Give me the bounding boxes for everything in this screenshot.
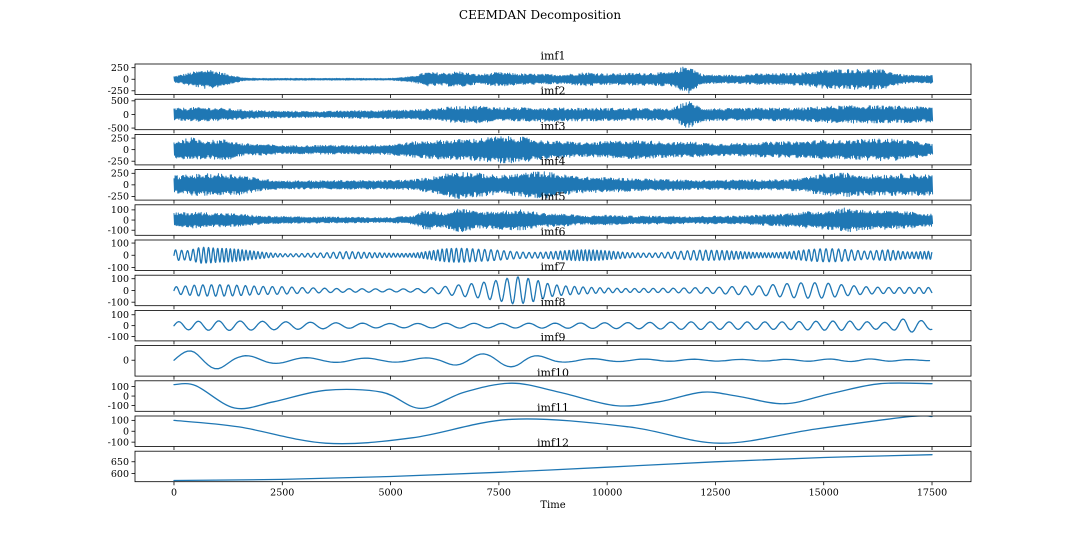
x-tick-label: 15000 xyxy=(809,488,839,499)
figure-title: CEEMDAN Decomposition xyxy=(459,8,621,22)
series-imf11 xyxy=(173,416,933,445)
panel-title-imf7: imf7 xyxy=(540,261,565,274)
y-tick-label-imf7: 100 xyxy=(111,274,129,285)
y-tick-label-imf2: -500 xyxy=(108,123,129,134)
series-imf6 xyxy=(173,246,933,264)
x-tick-label: 10000 xyxy=(592,488,622,499)
y-tick-label-imf11: 100 xyxy=(111,416,129,427)
y-tick-label-imf6: 0 xyxy=(123,251,129,262)
y-tick-label-imf1: -250 xyxy=(108,86,129,97)
panel-title-imf10: imf10 xyxy=(537,366,569,379)
y-tick-label-imf9: 0 xyxy=(123,356,129,367)
y-tick-label-imf2: 500 xyxy=(111,96,129,107)
panel-title-imf8: imf8 xyxy=(540,296,565,309)
x-axis-label: Time xyxy=(540,500,565,511)
y-tick-label-imf3: -250 xyxy=(108,157,129,168)
panel-title-imf1: imf1 xyxy=(540,50,565,63)
panel-title-imf6: imf6 xyxy=(540,226,565,239)
series-imf7 xyxy=(173,276,933,305)
panel-title-imf11: imf11 xyxy=(537,402,569,415)
y-tick-label-imf1: 250 xyxy=(111,63,129,74)
y-tick-label-imf11: -100 xyxy=(108,437,129,448)
y-tick-label-imf8: 100 xyxy=(111,310,129,321)
axes-frame-imf12 xyxy=(134,450,972,483)
series-imf10 xyxy=(173,382,933,410)
y-tick-label-imf8: -100 xyxy=(108,332,129,343)
y-tick-label-imf8: 0 xyxy=(123,321,129,332)
y-tick-label-imf1: 0 xyxy=(123,75,129,86)
series-imf1 xyxy=(173,66,934,94)
series-imf5 xyxy=(173,207,934,233)
y-tick-label-imf6: -100 xyxy=(108,263,129,274)
y-tick-label-imf2: 0 xyxy=(123,110,129,121)
panel-imf5: 1000-100 imf5 xyxy=(108,190,972,239)
series-imf8 xyxy=(173,318,933,333)
panel-title-imf12: imf12 xyxy=(537,437,569,450)
x-tick-label: 2500 xyxy=(270,488,294,499)
y-tick-label-imf5: -100 xyxy=(108,226,129,237)
y-tick-label-imf12: 650 xyxy=(111,457,129,468)
panel-imf1: 2500-250 imf1 xyxy=(108,50,972,98)
panel-imf3: 2500-250 imf3 xyxy=(108,120,972,169)
x-axis: Time 0 2500 5000 7500 10000 12500 15000 17500 xyxy=(171,488,947,511)
y-tick-label-imf5: 0 xyxy=(123,215,129,226)
x-tick-label: 17500 xyxy=(917,488,947,499)
panels-group: 2500-250imf15000-500imf22500-250imf32500… xyxy=(108,50,972,486)
panel-title-imf5: imf5 xyxy=(540,190,565,203)
panel-title-imf3: imf3 xyxy=(540,120,565,133)
y-tick-label-imf11: 0 xyxy=(123,427,129,438)
y-tick-label-imf4: 0 xyxy=(123,180,129,191)
y-tick-label-imf10: 100 xyxy=(111,382,129,393)
x-tick-label: 12500 xyxy=(700,488,730,499)
y-tick-label-imf10: 0 xyxy=(123,391,129,402)
y-tick-label-imf3: 250 xyxy=(111,133,129,144)
panel-title-imf2: imf2 xyxy=(540,85,565,98)
y-tick-label-imf6: 100 xyxy=(111,238,129,249)
y-tick-label-imf4: -250 xyxy=(108,192,129,203)
y-tick-label-imf10: -100 xyxy=(108,401,129,412)
x-tick-label: 5000 xyxy=(378,488,402,499)
y-tick-label-imf7: 0 xyxy=(123,286,129,297)
y-tick-label-imf3: 0 xyxy=(123,145,129,156)
panel-imf9: 0 imf9 xyxy=(123,331,972,380)
x-tick-label: 7500 xyxy=(487,488,511,499)
series-imf9 xyxy=(173,350,931,370)
axes-frame-imf9 xyxy=(134,345,972,377)
y-tick-label-imf4: 250 xyxy=(111,169,129,180)
series-imf3 xyxy=(173,136,934,164)
panel-title-imf9: imf9 xyxy=(540,331,565,344)
series-imf12 xyxy=(173,454,933,482)
series-imf2 xyxy=(173,101,934,128)
panel-imf2: 500 0 -500 imf2 xyxy=(108,85,972,134)
y-tick-label-imf5: 100 xyxy=(111,205,129,216)
x-tick-label: 0 xyxy=(171,488,177,499)
panel-title-imf4: imf4 xyxy=(540,155,565,168)
y-tick-label-imf7: -100 xyxy=(108,297,129,308)
panel-imf10: 1000-100 imf10 xyxy=(108,366,972,415)
y-tick-label-imf12: 600 xyxy=(111,469,129,480)
series-imf4 xyxy=(173,171,934,199)
